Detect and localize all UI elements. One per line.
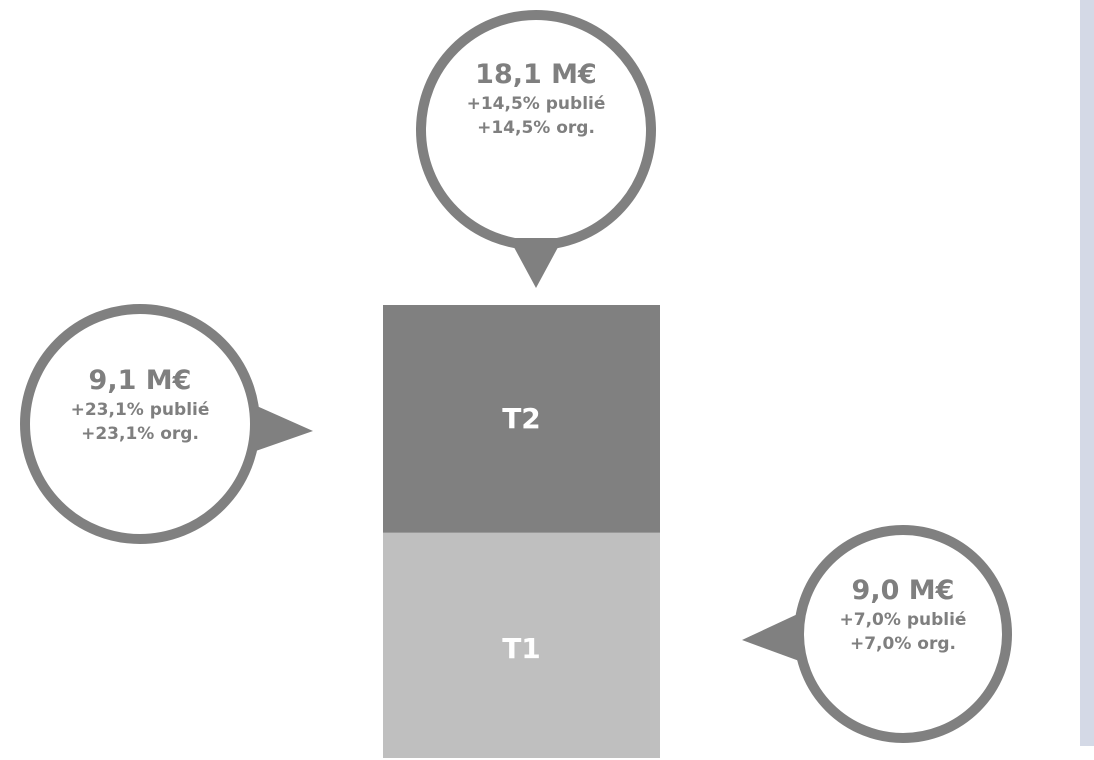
callout-bubbles xyxy=(20,10,1012,743)
side-panel-strip xyxy=(1080,0,1094,746)
bubble-t1-published: +7,0% publié xyxy=(839,610,967,630)
bubble-total-organic: +14,5% org. xyxy=(477,118,595,138)
segment-label-t2: T2 xyxy=(502,402,541,435)
bubble-t1-organic: +7,0% org. xyxy=(849,634,956,654)
bubble-t1 xyxy=(742,525,1012,743)
bubble-t2-published: +23,1% publié xyxy=(70,400,210,420)
bar-segment-t2 xyxy=(383,305,660,533)
bubble-t2 xyxy=(20,304,313,544)
bubble-total-published: +14,5% publié xyxy=(466,94,606,114)
bubble-t2-organic: +23,1% org. xyxy=(81,424,199,444)
bubble-t1-pointer xyxy=(742,612,802,662)
bubble-total-text: 18,1 M€ +14,5% publié +14,5% org. xyxy=(436,58,636,140)
bubble-total-value: 18,1 M€ xyxy=(475,59,597,90)
bubble-t1-text: 9,0 M€ +7,0% publié +7,0% org. xyxy=(803,574,1003,656)
bubble-total xyxy=(416,10,656,288)
bar-segments xyxy=(383,305,660,758)
bubble-t2-pointer xyxy=(250,403,313,453)
bubble-t1-value: 9,0 M€ xyxy=(851,575,955,606)
bubble-total-pointer xyxy=(509,238,563,288)
bubble-t2-value: 9,1 M€ xyxy=(88,365,192,396)
segment-label-t1: T1 xyxy=(502,632,541,665)
bar-segment-t1 xyxy=(383,532,660,758)
bubble-t2-text: 9,1 M€ +23,1% publié +23,1% org. xyxy=(40,364,240,446)
